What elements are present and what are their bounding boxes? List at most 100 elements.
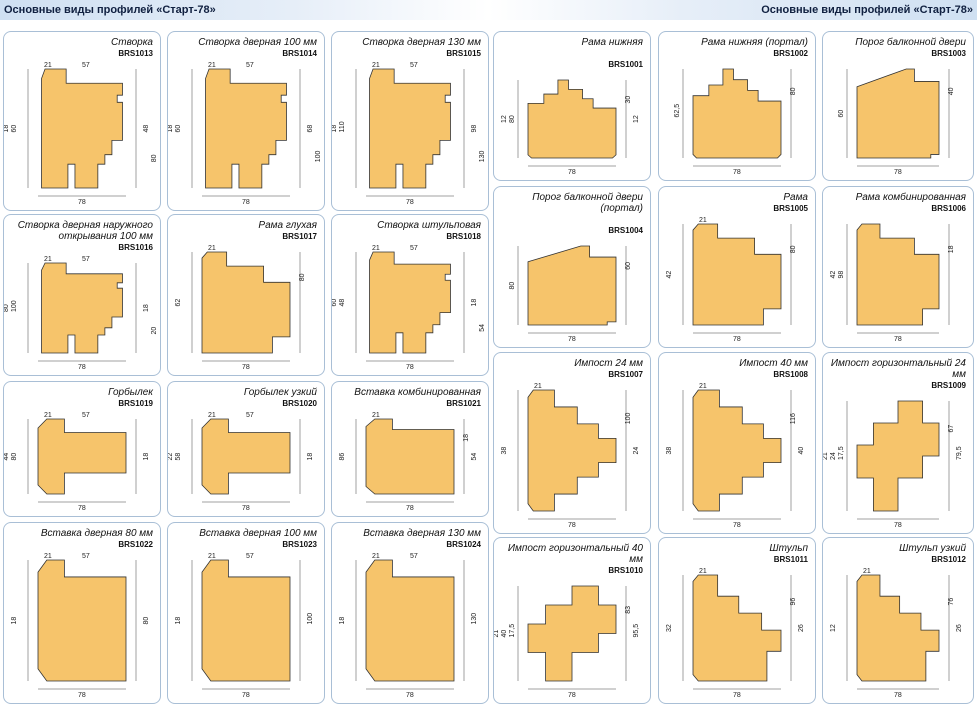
profile-drawing: 80 60 78 bbox=[509, 187, 632, 343]
dimension-label: 12 bbox=[501, 115, 508, 123]
dimension-label: 22 bbox=[168, 453, 174, 461]
dimension-label: 54 bbox=[479, 324, 486, 332]
dimension-label: 78 bbox=[406, 364, 414, 371]
dimension-label: 78 bbox=[78, 692, 86, 699]
dimension-label: 12 bbox=[633, 115, 640, 123]
profile-code: BRS1019 bbox=[118, 399, 153, 408]
dimension-label: 21 bbox=[699, 383, 707, 390]
dimension-label: 21 bbox=[699, 217, 707, 224]
profile-code: BRS1005 bbox=[773, 204, 808, 213]
dimension-label: 78 bbox=[894, 169, 902, 176]
profile-title: Рама bbox=[783, 192, 808, 203]
profile-drawing: 21 80 62 78 bbox=[175, 245, 306, 371]
profile-code: BRS1009 bbox=[931, 381, 966, 390]
profile-drawing: 60 40 78 bbox=[838, 32, 955, 176]
profile-title: Импост 40 мм bbox=[739, 358, 808, 369]
profile-drawing: 80 30 12 12 78 bbox=[501, 32, 640, 176]
profile-card: Импост 40 мм BRS1008 21 116 38 40 78 bbox=[658, 352, 816, 534]
profile-code: BRS1011 bbox=[773, 555, 808, 564]
profile-code: BRS1006 bbox=[931, 204, 966, 213]
dimension-label: 42 bbox=[830, 271, 837, 279]
dimension-label: 21 bbox=[44, 553, 52, 560]
dimension-label: 21 bbox=[208, 553, 216, 560]
dimension-label: 78 bbox=[78, 199, 86, 206]
profile-shape bbox=[693, 575, 781, 681]
dimension-label: 78 bbox=[568, 692, 576, 699]
dimension-label: 60 bbox=[838, 110, 845, 118]
dimension-label: 57 bbox=[246, 553, 254, 560]
dimension-label: 78 bbox=[406, 692, 414, 699]
dimension-label: 100 bbox=[11, 300, 18, 312]
profile-title: Рама комбинированная bbox=[855, 192, 966, 203]
dimension-label: 100 bbox=[625, 412, 632, 424]
dimension-label: 24 bbox=[830, 452, 837, 460]
dimension-label: 110 bbox=[339, 121, 346, 132]
dimension-label: 18 bbox=[471, 299, 478, 307]
profile-shape bbox=[693, 69, 781, 158]
dimension-label: 18 bbox=[11, 617, 18, 625]
profile-code: BRS1016 bbox=[118, 243, 153, 252]
dimension-label: 40 bbox=[501, 630, 508, 638]
dimension-label: 80 bbox=[509, 282, 516, 290]
dimension-label: 57 bbox=[246, 62, 254, 69]
dimension-label: 80 bbox=[299, 273, 306, 281]
dimension-label: 60 bbox=[625, 262, 632, 270]
dimension-label: 62 bbox=[175, 299, 182, 307]
dimension-label: 38 bbox=[501, 447, 508, 455]
dimension-label: 21 bbox=[44, 412, 52, 419]
profile-title: Створка дверная наружного открывания 100… bbox=[17, 220, 153, 242]
profile-shape bbox=[202, 419, 290, 494]
dimension-label: 40 bbox=[798, 447, 805, 455]
dimension-label: 78 bbox=[242, 692, 250, 699]
profile-title: Вставка комбинированная bbox=[354, 387, 481, 398]
profile-drawing: 21 57 18 80 78 bbox=[11, 553, 150, 699]
profile-shape bbox=[38, 419, 126, 494]
profile-drawing: 21 76 12 26 78 bbox=[830, 568, 963, 699]
profile-code: BRS1002 bbox=[773, 49, 808, 58]
dimension-label: 18 bbox=[307, 453, 314, 461]
profile-card: Вставка дверная 130 мм BRS1024 21 57 18 130 78 bbox=[331, 522, 489, 704]
profile-card: Штульп BRS1011 21 96 32 26 78 bbox=[658, 537, 816, 704]
profile-title: Рама нижняя (портал) bbox=[701, 37, 808, 48]
dimension-label: 32 bbox=[666, 624, 673, 632]
profile-drawing: 98 18 42 78 bbox=[830, 187, 955, 343]
dimension-label: 18 bbox=[4, 125, 10, 133]
dimension-label: 48 bbox=[143, 125, 150, 133]
dimension-label: 48 bbox=[339, 299, 346, 307]
profile-card: Рама нижняя (портал) BRS1002 62,5 80 78 bbox=[658, 31, 816, 181]
profile-title: Порог балконной двери (портал) bbox=[532, 192, 643, 214]
profile-card: Порог балконной двери BRS1003 60 40 78 bbox=[822, 31, 974, 181]
dimension-label: 95,5 bbox=[633, 624, 640, 638]
dimension-label: 21 bbox=[863, 568, 871, 575]
profile-title: Рама нижняя bbox=[581, 37, 643, 48]
dimension-label: 57 bbox=[410, 553, 418, 560]
dimension-label: 78 bbox=[733, 336, 741, 343]
profile-card: Рама глухая BRS1017 21 80 62 78 bbox=[167, 214, 325, 376]
profile-code: BRS1018 bbox=[446, 232, 481, 241]
dimension-label: 18 bbox=[168, 125, 174, 133]
dimension-label: 76 bbox=[948, 598, 955, 606]
profile-drawing: 215711098181302078 bbox=[332, 62, 486, 206]
profile-card: Рама нижняя BRS1001 80 30 12 12 78 bbox=[493, 31, 651, 181]
profile-title: Импост горизонтальный 24 мм bbox=[830, 358, 966, 380]
profile-code: BRS1010 bbox=[608, 566, 643, 575]
profile-shape bbox=[370, 69, 451, 188]
dimension-label: 80 bbox=[790, 87, 797, 95]
dimension-label: 21 bbox=[372, 62, 380, 69]
profile-shape bbox=[366, 560, 454, 681]
profile-drawing: 21 57 80 18 44 78 bbox=[4, 412, 150, 512]
profile-drawing: 21 57 58 18 22 78 bbox=[168, 412, 314, 512]
profile-code: BRS1003 bbox=[931, 49, 966, 58]
profile-drawing: 21 116 38 40 78 bbox=[666, 383, 805, 529]
profile-card: Импост горизонтальный 24 мм BRS1009 17,5 67… bbox=[822, 352, 974, 534]
profile-shape bbox=[528, 246, 616, 325]
profile-drawing: 21 57 18 130 78 bbox=[339, 553, 478, 699]
dimension-label: 78 bbox=[242, 364, 250, 371]
profile-shape bbox=[857, 69, 939, 158]
dimension-label: 78 bbox=[733, 692, 741, 699]
profile-card: Вставка комбинированная BRS1021 21 18 86 54 78 bbox=[331, 381, 489, 517]
dimension-label: 78 bbox=[78, 505, 86, 512]
dimension-label: 18 bbox=[143, 453, 150, 461]
dimension-label: 54 bbox=[471, 453, 478, 461]
page-title-right: Основные виды профилей «Старт-78» bbox=[761, 4, 973, 16]
